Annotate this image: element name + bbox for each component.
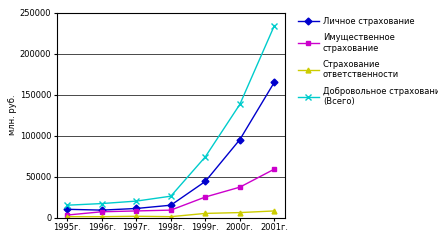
Line: Имущественное
страхование: Имущественное страхование xyxy=(65,167,277,218)
Страхование
ответственности xyxy=(203,212,208,215)
Line: Страхование
ответственности: Страхование ответственности xyxy=(65,208,277,219)
Личное страхование xyxy=(237,138,243,141)
Страхование
ответственности xyxy=(134,215,139,218)
Имущественное
страхование xyxy=(99,210,104,213)
Добровольное страхование
(Всего) xyxy=(237,103,243,106)
Страхование
ответственности xyxy=(99,215,104,218)
Личное страхование xyxy=(134,207,139,210)
Добровольное страхование
(Всего) xyxy=(272,24,277,27)
Имущественное
страхование xyxy=(168,208,173,212)
Личное страхование xyxy=(65,208,70,211)
Имущественное
страхование xyxy=(272,168,277,170)
Имущественное
страхование xyxy=(65,214,70,216)
Личное страхование xyxy=(203,180,208,183)
Личное страхование xyxy=(99,208,104,212)
Имущественное
страхование xyxy=(134,210,139,212)
Личное страхование xyxy=(168,204,173,207)
Страхование
ответственности xyxy=(65,215,70,218)
Добровольное страхование
(Всего) xyxy=(99,202,104,205)
Имущественное
страхование xyxy=(203,196,208,198)
Добровольное страхование
(Всего) xyxy=(134,200,139,202)
Имущественное
страхование xyxy=(237,186,243,189)
Личное страхование xyxy=(272,81,277,84)
Страхование
ответственности xyxy=(168,215,173,218)
Страхование
ответственности xyxy=(272,210,277,212)
Y-axis label: млн. руб.: млн. руб. xyxy=(8,95,17,135)
Добровольное страхование
(Всего) xyxy=(203,155,208,158)
Добровольное страхование
(Всего) xyxy=(65,204,70,207)
Line: Добровольное страхование
(Всего): Добровольное страхование (Всего) xyxy=(64,23,277,208)
Line: Личное страхование: Личное страхование xyxy=(65,80,277,212)
Добровольное страхование
(Всего) xyxy=(168,195,173,198)
Legend: Личное страхование, Имущественное
страхование, Страхование
ответственности, Добр: Личное страхование, Имущественное страхо… xyxy=(298,17,438,106)
Страхование
ответственности xyxy=(237,211,243,214)
